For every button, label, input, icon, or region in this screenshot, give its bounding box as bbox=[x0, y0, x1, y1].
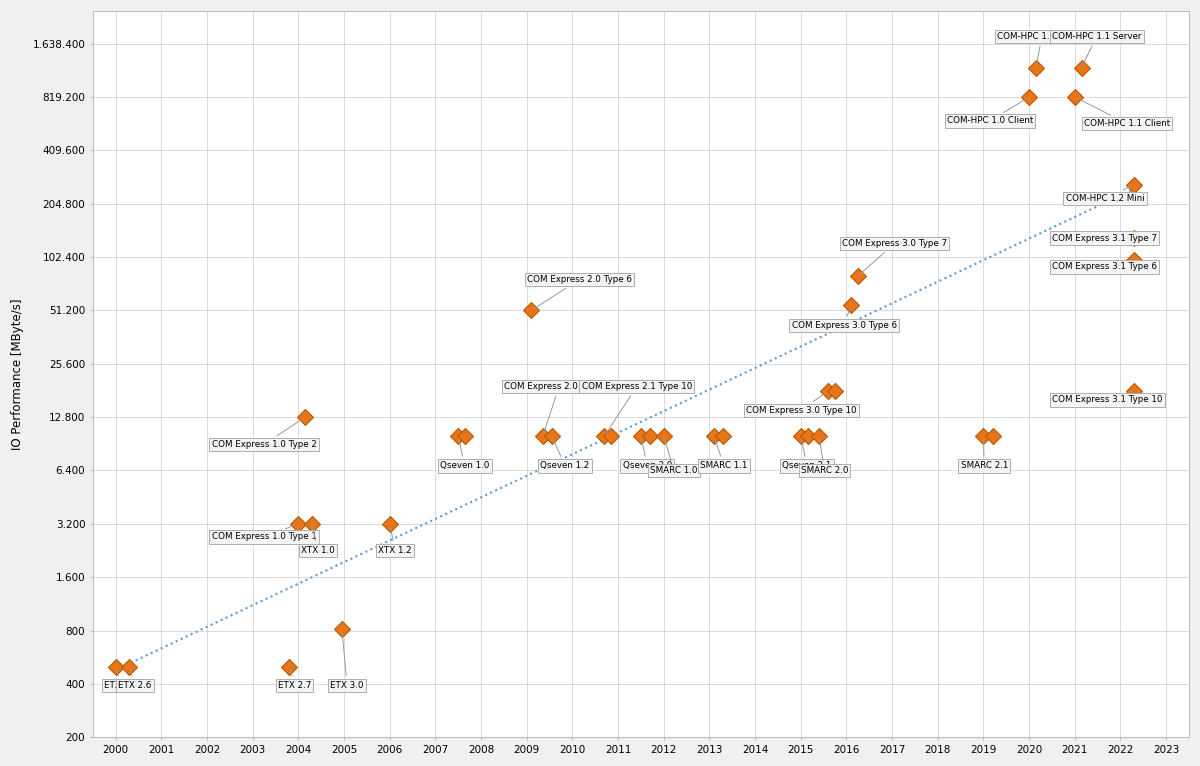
Text: XTX 1.2: XTX 1.2 bbox=[378, 526, 412, 555]
Text: COM Express 2.0 Type 6: COM Express 2.0 Type 6 bbox=[527, 275, 631, 309]
Text: ETX 2.7: ETX 2.7 bbox=[278, 669, 311, 690]
Text: SMARC 1.0: SMARC 1.0 bbox=[650, 439, 697, 475]
Text: COM Express 2.0 Type 10: COM Express 2.0 Type 10 bbox=[504, 382, 614, 434]
Text: COM Express 1.0 Type 1: COM Express 1.0 Type 1 bbox=[211, 525, 317, 542]
Text: COM-HPC 1.0 Client: COM-HPC 1.0 Client bbox=[947, 99, 1033, 126]
Text: Qseven 2.0: Qseven 2.0 bbox=[623, 439, 672, 470]
Text: COM Express 3.1 Type 7: COM Express 3.1 Type 7 bbox=[1052, 234, 1157, 243]
Text: SMARC 2.0: SMARC 2.0 bbox=[800, 439, 848, 475]
Text: COM Express 3.0 Type 10: COM Express 3.0 Type 10 bbox=[746, 392, 857, 414]
Text: COM Express 3.1 Type 10: COM Express 3.1 Type 10 bbox=[1052, 391, 1163, 404]
Text: COM Express 3.1 Type 6: COM Express 3.1 Type 6 bbox=[1052, 260, 1157, 271]
Text: ETX 3.0: ETX 3.0 bbox=[330, 631, 364, 690]
Text: COM-HPC 1.2 Mini: COM-HPC 1.2 Mini bbox=[1066, 186, 1145, 203]
Text: COM Express 3.0 Type 7: COM Express 3.0 Type 7 bbox=[842, 239, 947, 274]
Text: Qseven 2.1: Qseven 2.1 bbox=[782, 439, 832, 470]
Text: COM-HPC 1.1 Server: COM-HPC 1.1 Server bbox=[1052, 32, 1141, 65]
Text: COM Express 3.0 Type 6: COM Express 3.0 Type 6 bbox=[792, 307, 896, 330]
Text: COM-HPC 1.1 Client: COM-HPC 1.1 Client bbox=[1078, 98, 1170, 128]
Text: Qseven 1.2: Qseven 1.2 bbox=[540, 439, 589, 470]
Text: COM-HPC 1.0 Server: COM-HPC 1.0 Server bbox=[997, 32, 1087, 65]
Y-axis label: IO Performance [MByte/s]: IO Performance [MByte/s] bbox=[11, 299, 24, 450]
Text: SMARC 1.1: SMARC 1.1 bbox=[701, 439, 748, 470]
Text: SMARC 2.1: SMARC 2.1 bbox=[960, 439, 1008, 470]
Text: Qseven 1.0: Qseven 1.0 bbox=[440, 439, 490, 470]
Text: ETX 1.0: ETX 1.0 bbox=[104, 669, 138, 690]
Text: COM Express 1.0 Type 2: COM Express 1.0 Type 2 bbox=[211, 419, 317, 449]
Text: XTX 1.0: XTX 1.0 bbox=[301, 526, 335, 555]
Text: COM Express 2.1 Type 10: COM Express 2.1 Type 10 bbox=[582, 382, 692, 434]
Text: ETX 2.6: ETX 2.6 bbox=[118, 669, 151, 690]
